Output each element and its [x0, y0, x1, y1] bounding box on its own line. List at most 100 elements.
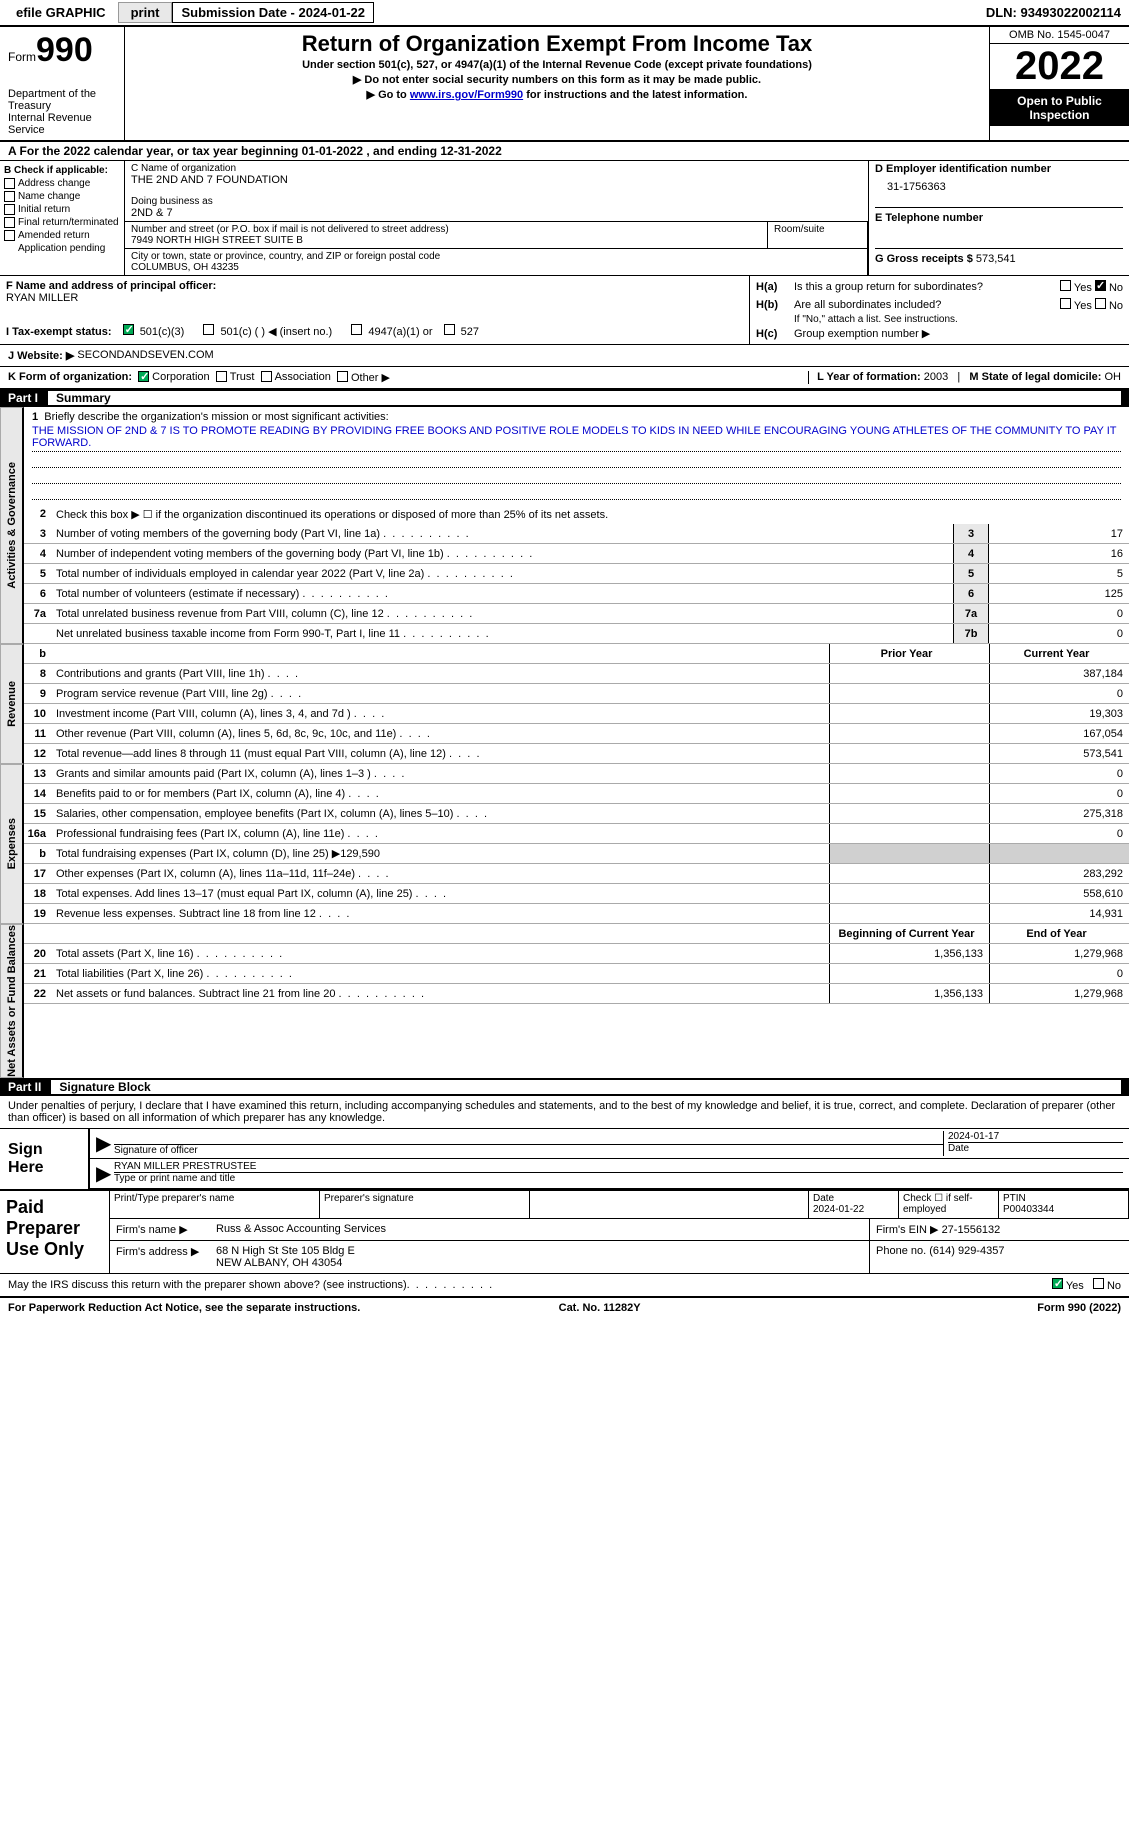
- line-2: Check this box ▶ ☐ if the organization d…: [52, 506, 1129, 523]
- omb-number: OMB No. 1545-0047: [990, 27, 1129, 44]
- street-box: Number and street (or P.O. box if mail i…: [125, 222, 768, 248]
- checkbox-assoc[interactable]: [261, 371, 272, 382]
- dba-name: 2ND & 7: [131, 207, 862, 219]
- room-suite: Room/suite: [768, 222, 868, 248]
- checkbox-501c[interactable]: [203, 324, 214, 335]
- form-footer: Form 990 (2022): [1037, 1302, 1121, 1314]
- form-number: 990: [36, 31, 93, 69]
- line-item: 19Revenue less expenses. Subtract line 1…: [24, 904, 1129, 924]
- line-item: 3Number of voting members of the governi…: [24, 524, 1129, 544]
- line-item: 6Total number of volunteers (estimate if…: [24, 584, 1129, 604]
- paid-preparer-block: Paid Preparer Use Only Print/Type prepar…: [0, 1190, 1129, 1274]
- checkbox-527[interactable]: [444, 324, 455, 335]
- line-item: 17Other expenses (Part IX, column (A), l…: [24, 864, 1129, 884]
- checkbox-addr-change[interactable]: [4, 178, 15, 189]
- side-tab-expenses: Expenses: [0, 764, 24, 924]
- form-word: Form: [8, 50, 36, 64]
- side-tab-netassets: Net Assets or Fund Balances: [0, 924, 24, 1078]
- irs-label: Internal Revenue Service: [8, 112, 116, 136]
- prep-date: 2024-01-22: [813, 1204, 894, 1215]
- expenses-section: Expenses 13Grants and similar amounts pa…: [0, 764, 1129, 924]
- ein-label: D Employer identification number: [875, 163, 1123, 175]
- officer-name: RYAN MILLER: [6, 292, 743, 304]
- form-header-mid: Return of Organization Exempt From Incom…: [125, 27, 989, 140]
- checkbox-corp[interactable]: [138, 371, 149, 382]
- end-year-header: End of Year: [989, 924, 1129, 943]
- firm-name: Russ & Assoc Accounting Services: [210, 1219, 869, 1240]
- begin-year-header: Beginning of Current Year: [829, 924, 989, 943]
- block-klm: K Form of organization: Corporation Trus…: [0, 367, 1129, 389]
- efile-label: efile GRAPHIC: [8, 3, 114, 22]
- line-item: 22Net assets or fund balances. Subtract …: [24, 984, 1129, 1004]
- arrow-icon: ▶: [96, 1161, 114, 1186]
- irs-link[interactable]: www.irs.gov/Form990: [410, 89, 523, 101]
- gross-receipts-value: 573,541: [976, 253, 1016, 265]
- line-item: 11Other revenue (Part VIII, column (A), …: [24, 724, 1129, 744]
- dln-label: DLN: 93493022002114: [986, 5, 1121, 20]
- checkbox-amended[interactable]: [4, 230, 15, 241]
- part2-header: Part II Signature Block: [0, 1078, 1129, 1096]
- entity-block: B Check if applicable: Address change Na…: [0, 161, 1129, 276]
- line-item: 5Total number of individuals employed in…: [24, 564, 1129, 584]
- row-a-period: A For the 2022 calendar year, or tax yea…: [0, 142, 1129, 161]
- dept-treasury: Department of the Treasury: [8, 88, 116, 112]
- netassets-section: Net Assets or Fund Balances Beginning of…: [0, 924, 1129, 1078]
- line-item: 9Program service revenue (Part VIII, lin…: [24, 684, 1129, 704]
- line-item: 18Total expenses. Add lines 13–17 (must …: [24, 884, 1129, 904]
- exempt-label: I Tax-exempt status:: [6, 326, 112, 338]
- line-item: 16aProfessional fundraising fees (Part I…: [24, 824, 1129, 844]
- prep-sig-label: Preparer's signature: [320, 1191, 530, 1219]
- arrow-icon: ▶: [96, 1131, 114, 1156]
- checkbox-ha-yes[interactable]: [1060, 280, 1071, 291]
- part1-header: Part I Summary: [0, 389, 1129, 407]
- top-bar: efile GRAPHIC print Submission Date - 20…: [0, 0, 1129, 27]
- sign-here-block: Sign Here ▶ Signature of officer 2024-01…: [0, 1129, 1129, 1190]
- checkbox-name-change[interactable]: [4, 191, 15, 202]
- print-button[interactable]: print: [118, 2, 173, 23]
- sig-name: RYAN MILLER PRESTRUSTEE: [114, 1161, 1123, 1173]
- city-box: City or town, state or province, country…: [125, 249, 868, 275]
- cat-number: Cat. No. 11282Y: [559, 1302, 641, 1314]
- paperwork-notice: For Paperwork Reduction Act Notice, see …: [8, 1302, 360, 1314]
- checkbox-4947[interactable]: [351, 324, 362, 335]
- checkbox-hb-yes[interactable]: [1060, 298, 1071, 309]
- checkbox-discuss-yes[interactable]: [1052, 1278, 1063, 1289]
- activities-section: Activities & Governance 1 Briefly descri…: [0, 407, 1129, 644]
- checkbox-other[interactable]: [337, 371, 348, 382]
- ein-value: 31-1756363: [875, 175, 1123, 199]
- block-h: H(a) Is this a group return for subordin…: [749, 276, 1129, 344]
- sign-here-label: Sign Here: [0, 1129, 90, 1189]
- checkbox-501c3[interactable]: [123, 324, 134, 335]
- line-item: 21Total liabilities (Part X, line 26)0: [24, 964, 1129, 984]
- org-name-box: C Name of organization THE 2ND AND 7 FOU…: [125, 161, 868, 222]
- year-formation: 2003: [924, 371, 948, 383]
- subtitle-3: ▶ Go to www.irs.gov/Form990 for instruct…: [133, 88, 981, 101]
- tax-year: 2022: [990, 44, 1129, 90]
- checkbox-discuss-no[interactable]: [1093, 1278, 1104, 1289]
- paid-preparer-label: Paid Preparer Use Only: [0, 1191, 110, 1273]
- website-url: SECONDANDSEVEN.COM: [77, 349, 213, 362]
- penalties-text: Under penalties of perjury, I declare th…: [0, 1096, 1129, 1129]
- subtitle-2: ▶ Do not enter social security numbers o…: [133, 73, 981, 86]
- block-f-h: F Name and address of principal officer:…: [0, 276, 1129, 345]
- checkbox-initial[interactable]: [4, 204, 15, 215]
- line-item: 4Number of independent voting members of…: [24, 544, 1129, 564]
- firm-phone: (614) 929-4357: [929, 1245, 1004, 1257]
- firm-ein: 27-1556132: [942, 1224, 1001, 1236]
- line-item: 10Investment income (Part VIII, column (…: [24, 704, 1129, 724]
- street-address: 7949 NORTH HIGH STREET SUITE B: [131, 235, 761, 246]
- check-self-employed: Check ☐ if self-employed: [899, 1191, 999, 1219]
- block-b: B Check if applicable: Address change Na…: [0, 161, 125, 275]
- checkbox-hb-no[interactable]: [1095, 298, 1106, 309]
- line-item: 12Total revenue—add lines 8 through 11 (…: [24, 744, 1129, 764]
- line-item: bTotal fundraising expenses (Part IX, co…: [24, 844, 1129, 864]
- checkbox-trust[interactable]: [216, 371, 227, 382]
- firm-addr1: 68 N High St Ste 105 Bldg E: [216, 1245, 863, 1257]
- checkbox-final[interactable]: [4, 217, 15, 228]
- checkbox-ha-no[interactable]: [1095, 280, 1106, 291]
- line-item: 15Salaries, other compensation, employee…: [24, 804, 1129, 824]
- revenue-section: Revenue b Prior Year Current Year 8Contr…: [0, 644, 1129, 764]
- subtitle-1: Under section 501(c), 527, or 4947(a)(1)…: [133, 59, 981, 71]
- discuss-row: May the IRS discuss this return with the…: [0, 1274, 1129, 1298]
- sig-officer-label: Signature of officer: [114, 1145, 943, 1156]
